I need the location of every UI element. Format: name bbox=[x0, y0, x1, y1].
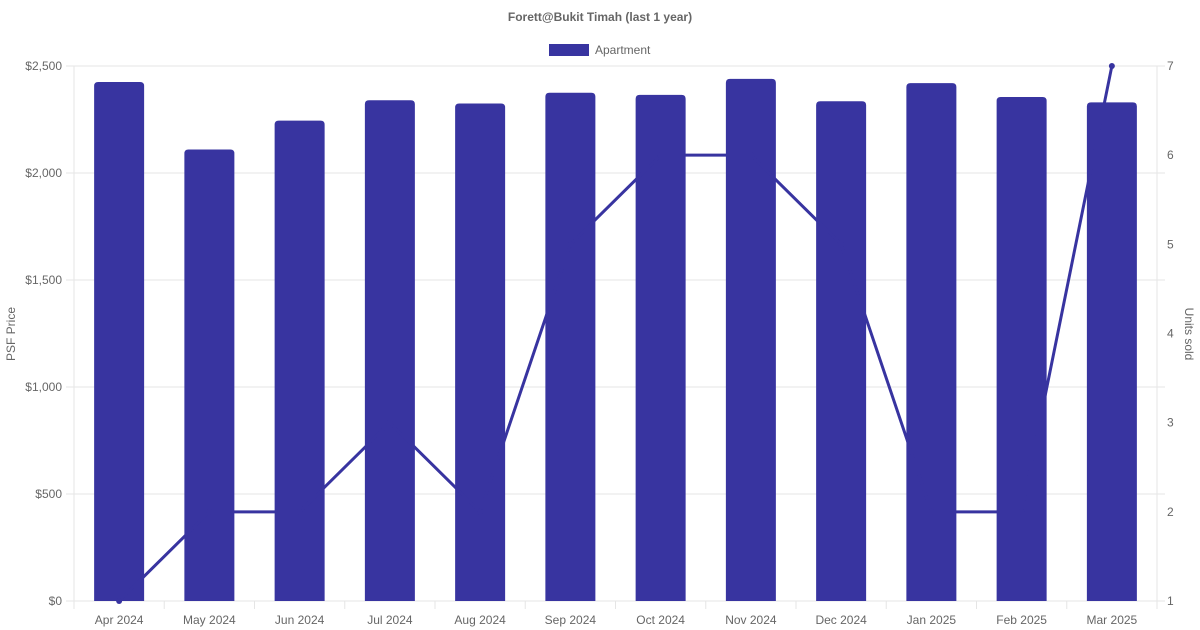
bar-mar-2025[interactable] bbox=[1086, 102, 1137, 601]
chart-title: Forett@Bukit Timah (last 1 year) bbox=[508, 10, 692, 24]
y2-tick-label: 5 bbox=[1167, 237, 1174, 251]
bar-jan-2025[interactable] bbox=[906, 83, 957, 602]
units-sold-point[interactable] bbox=[657, 152, 664, 159]
y2-tick-label: 3 bbox=[1167, 416, 1174, 430]
x-axis-ticks: Apr 2024 May 2024 Jun 2024 Jul 2024 Aug 2024… bbox=[95, 613, 1138, 627]
bar-nov-2024[interactable] bbox=[725, 78, 776, 602]
x-tick-label: Feb 2025 bbox=[996, 613, 1047, 627]
bar-jun-2024[interactable] bbox=[274, 120, 325, 601]
bar-oct-2024[interactable] bbox=[635, 94, 686, 601]
units-sold-point[interactable] bbox=[296, 508, 303, 515]
units-sold-point[interactable] bbox=[116, 598, 123, 604]
x-tick-label: Jul 2024 bbox=[367, 613, 413, 627]
right-axis-ticks: 1 2 3 4 5 6 7 bbox=[1167, 59, 1174, 608]
bars bbox=[94, 78, 1137, 602]
x-tick-label: May 2024 bbox=[183, 613, 236, 627]
y2-tick-label: 1 bbox=[1167, 594, 1174, 608]
legend[interactable]: Apartment bbox=[549, 43, 651, 57]
bar-may-2024[interactable] bbox=[184, 149, 235, 601]
left-axis-ticks: $0 $500 $1,000 $1,500 $2,000 $2,500 bbox=[25, 59, 62, 608]
x-tick-label: Aug 2024 bbox=[454, 613, 506, 627]
y-tick-label: $1,000 bbox=[25, 380, 62, 394]
units-sold-point[interactable] bbox=[1018, 508, 1025, 515]
bar-apr-2024[interactable] bbox=[94, 82, 145, 602]
x-tick-label: Mar 2025 bbox=[1087, 613, 1138, 627]
x-tick-label: Jun 2024 bbox=[275, 613, 325, 627]
bar-jul-2024[interactable] bbox=[364, 100, 415, 602]
y-tick-label: $500 bbox=[35, 487, 62, 501]
units-sold-point[interactable] bbox=[838, 241, 845, 248]
x-tick-label: Dec 2024 bbox=[815, 613, 867, 627]
x-tick-label: Nov 2024 bbox=[725, 613, 777, 627]
units-sold-point[interactable] bbox=[567, 241, 574, 248]
y-tick-label: $0 bbox=[49, 594, 63, 608]
y-tick-label: $2,000 bbox=[25, 166, 62, 180]
y-axis-title: PSF Price bbox=[4, 307, 18, 361]
x-tick-label: Sep 2024 bbox=[545, 613, 597, 627]
units-sold-point[interactable] bbox=[1108, 63, 1115, 69]
legend-swatch-apartment bbox=[549, 44, 589, 56]
x-tick-label: Oct 2024 bbox=[636, 613, 685, 627]
y2-tick-label: 4 bbox=[1167, 327, 1174, 341]
units-sold-polyline bbox=[118, 65, 1114, 603]
units-sold-point[interactable] bbox=[386, 419, 393, 426]
legend-label-apartment: Apartment bbox=[595, 43, 651, 57]
units-sold-point[interactable] bbox=[928, 508, 935, 515]
bar-aug-2024[interactable] bbox=[455, 103, 506, 601]
y-tick-label: $1,500 bbox=[25, 273, 62, 287]
y2-tick-label: 2 bbox=[1167, 505, 1174, 519]
x-tick-label: Apr 2024 bbox=[95, 613, 144, 627]
bar-dec-2024[interactable] bbox=[816, 101, 867, 601]
units-sold-line bbox=[116, 63, 1115, 604]
y-tick-label: $2,500 bbox=[25, 59, 62, 73]
units-sold-point[interactable] bbox=[477, 508, 484, 515]
y2-tick-label: 7 bbox=[1167, 59, 1174, 73]
bar-feb-2025[interactable] bbox=[996, 97, 1047, 601]
gridlines bbox=[66, 65, 1165, 609]
units-sold-point[interactable] bbox=[747, 152, 754, 159]
y2-tick-label: 6 bbox=[1167, 148, 1174, 162]
y2-axis-title: Units sold bbox=[1182, 308, 1196, 361]
units-sold-point[interactable] bbox=[206, 508, 213, 515]
bar-sep-2024[interactable] bbox=[545, 92, 596, 601]
x-tick-label: Jan 2025 bbox=[907, 613, 957, 627]
